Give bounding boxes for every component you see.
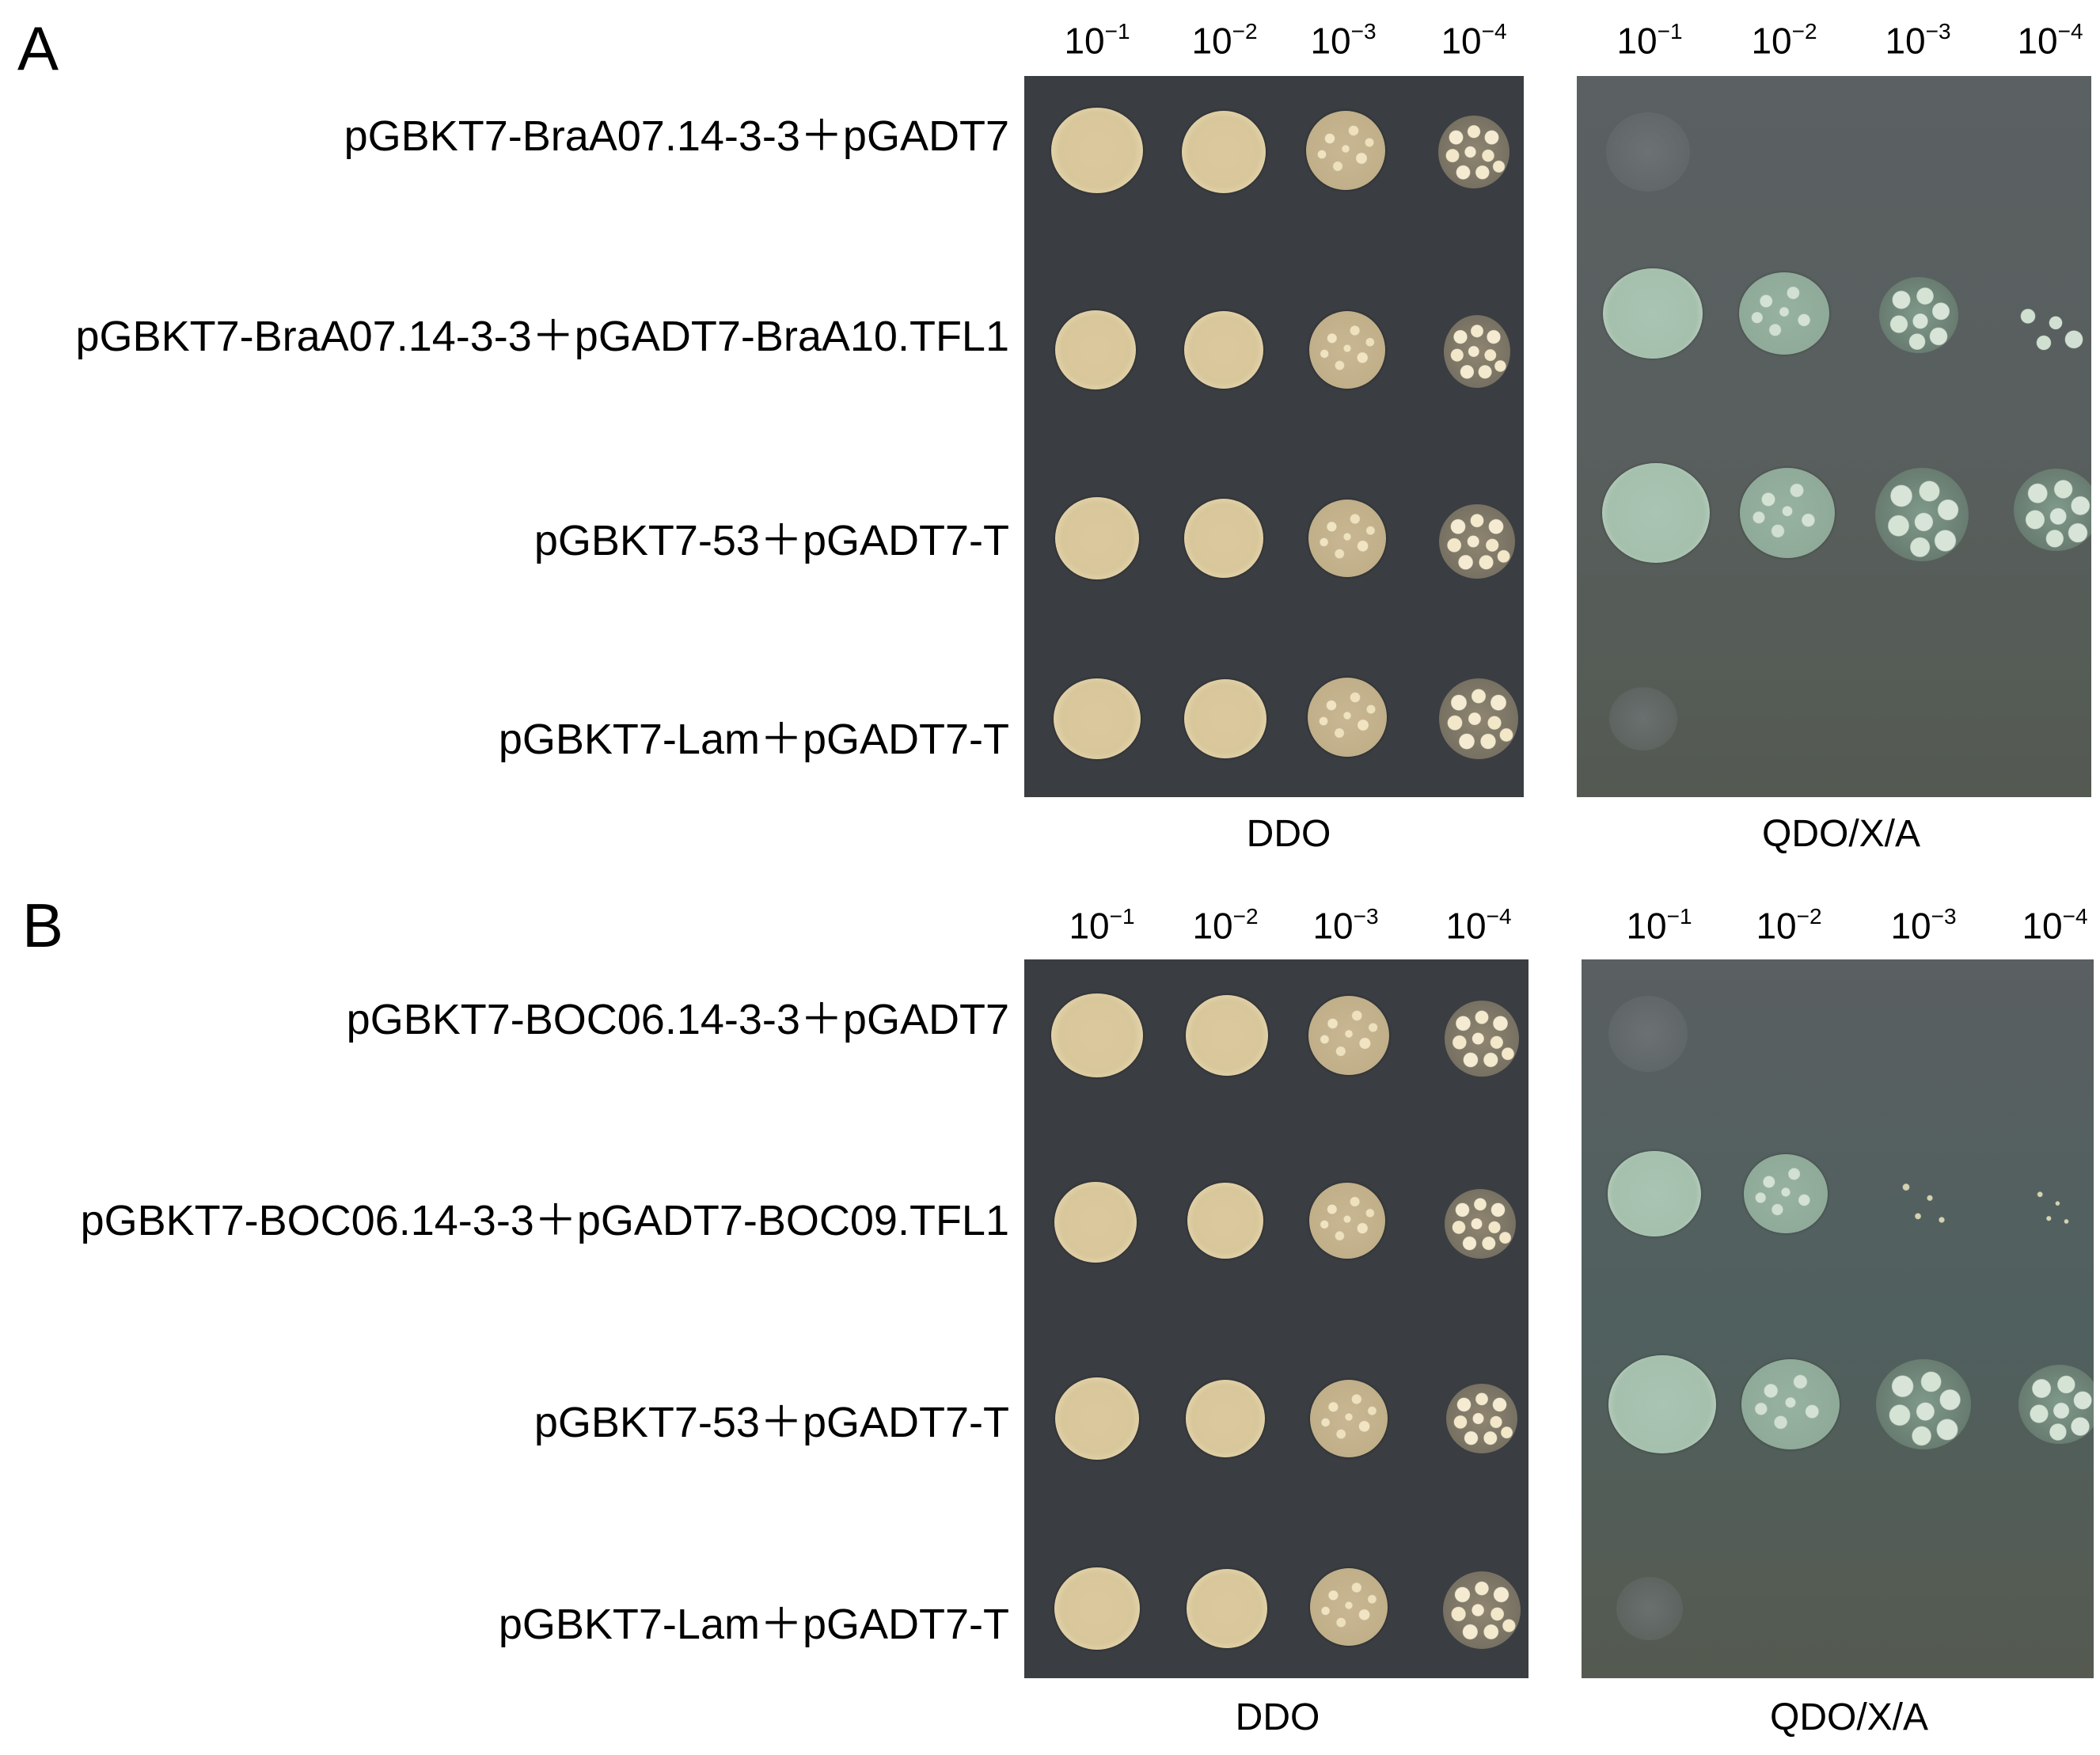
row-label: pGBKT7-53＋pGADT7-T: [534, 517, 1009, 564]
yeast-spot: [2012, 293, 2091, 359]
qdo-plate-photo: [1577, 76, 2091, 797]
yeast-spot: [1308, 500, 1386, 577]
qdo-dilution-3: 10−3: [1890, 904, 1957, 947]
ddo-dilution-3: 10−3: [1310, 19, 1377, 62]
yeast-spot: [1186, 995, 1268, 1076]
ddo-dilution-3: 10−3: [1312, 904, 1379, 947]
row-label: pGBKT7-Lam＋pGADT7-T: [498, 1601, 1009, 1648]
row-label: pGBKT7-Lam＋pGADT7-T: [498, 716, 1009, 763]
yeast-spot: [1882, 1165, 1961, 1238]
yeast-spot: [1446, 1384, 1517, 1453]
yeast-spot: [1184, 679, 1266, 758]
yeast-spot: [2018, 1365, 2094, 1444]
yeast-spot: [1739, 272, 1829, 355]
yeast-spot: [1876, 1359, 1971, 1449]
yeast-spot: [1182, 111, 1266, 193]
yeast-spot: [1875, 468, 1969, 561]
yeast-spot: [1741, 1359, 1840, 1449]
yeast-spot: [1184, 499, 1263, 578]
yeast-spot-faint: [1608, 996, 1688, 1072]
qdo-dilution-3: 10−3: [1885, 19, 1951, 62]
yeast-spot: [1054, 1567, 1140, 1650]
ddo-label: DDO: [1246, 813, 1331, 855]
ddo-dilution-4: 10−4: [1441, 19, 1507, 62]
row-label: pGBKT7-BraA07.14-3-3＋pGADT7-BraA10.TFL1: [75, 313, 1009, 360]
yeast-spot: [1740, 468, 1835, 558]
ddo-label: DDO: [1235, 1696, 1320, 1738]
qdo-label: QDO/X/A: [1769, 1696, 1929, 1738]
row-label: pGBKT7-53＋pGADT7-T: [534, 1399, 1009, 1446]
row-label: pGBKT7-BraA07.14-3-3＋pGADT7: [344, 112, 1009, 160]
qdo-dilution-2: 10−2: [1751, 19, 1817, 62]
yeast-spot: [1306, 111, 1385, 190]
yeast-spot: [1608, 1355, 1716, 1453]
qdo-dilution-1: 10−1: [1616, 19, 1683, 62]
yeast-spot: [1310, 1380, 1388, 1457]
ddo-dilution-1: 10−1: [1064, 19, 1130, 62]
yeast-spot: [1051, 108, 1143, 193]
ddo-dilution-4: 10−4: [1445, 904, 1512, 947]
yeast-spot-faint: [1616, 1577, 1683, 1640]
yeast-spot: [1879, 277, 1958, 353]
yeast-spot: [1444, 315, 1510, 388]
row-label: pGBKT7-BOC06.14-3-3＋pGADT7: [346, 996, 1009, 1043]
yeast-spot: [1439, 678, 1518, 759]
ddo-dilution-2: 10−2: [1192, 904, 1259, 947]
yeast-spot: [1310, 1568, 1388, 1646]
yeast-spot: [1184, 311, 1263, 389]
qdo-dilution-1: 10−1: [1626, 904, 1692, 947]
panel-letter-a: A: [17, 13, 59, 83]
ddo-plate-photo: [1024, 76, 1524, 797]
qdo-label: QDO/X/A: [1761, 813, 1921, 855]
ddo-plate-photo: [1024, 959, 1528, 1678]
yeast-spot: [1309, 311, 1385, 389]
yeast-spot: [1603, 268, 1703, 359]
yeast-spot: [1309, 1183, 1385, 1259]
yeast-spot: [1443, 1571, 1521, 1649]
yeast-spot: [1445, 1001, 1519, 1077]
yeast-spot: [1308, 678, 1387, 757]
qdo-plate-photo: [1582, 959, 2094, 1678]
yeast-spot: [1187, 1569, 1267, 1648]
qdo-dilution-2: 10−2: [1756, 904, 1822, 947]
yeast-spot: [1439, 504, 1515, 579]
yeast-spot-faint: [1609, 687, 1677, 750]
yeast-spot: [1054, 678, 1141, 759]
yeast-spot: [1055, 1377, 1139, 1460]
yeast-spot: [1445, 1189, 1516, 1259]
qdo-dilution-4: 10−4: [2022, 904, 2088, 947]
yeast-spot: [1602, 463, 1710, 563]
ddo-dilution-1: 10−1: [1069, 904, 1135, 947]
yeast-spot: [1187, 1183, 1263, 1259]
yeast-spot: [1186, 1380, 1265, 1457]
qdo-dilution-4: 10−4: [2017, 19, 2083, 62]
yeast-spot: [1055, 310, 1136, 389]
yeast-spot: [1051, 993, 1143, 1077]
yeast-spot: [2022, 1176, 2081, 1236]
yeast-spot-faint: [1606, 112, 1690, 192]
yeast-spot: [1308, 996, 1389, 1075]
yeast-spot: [1054, 1182, 1137, 1263]
ddo-dilution-2: 10−2: [1191, 19, 1258, 62]
row-label: pGBKT7-BOC06.14-3-3＋pGADT7-BOC09.TFL1: [80, 1197, 1009, 1244]
panel-letter-b: B: [22, 891, 64, 960]
yeast-spot: [1608, 1151, 1701, 1236]
yeast-spot: [1055, 497, 1139, 579]
yeast-spot: [1438, 116, 1509, 188]
yeast-spot: [2014, 469, 2091, 551]
yeast-spot: [1744, 1154, 1828, 1233]
